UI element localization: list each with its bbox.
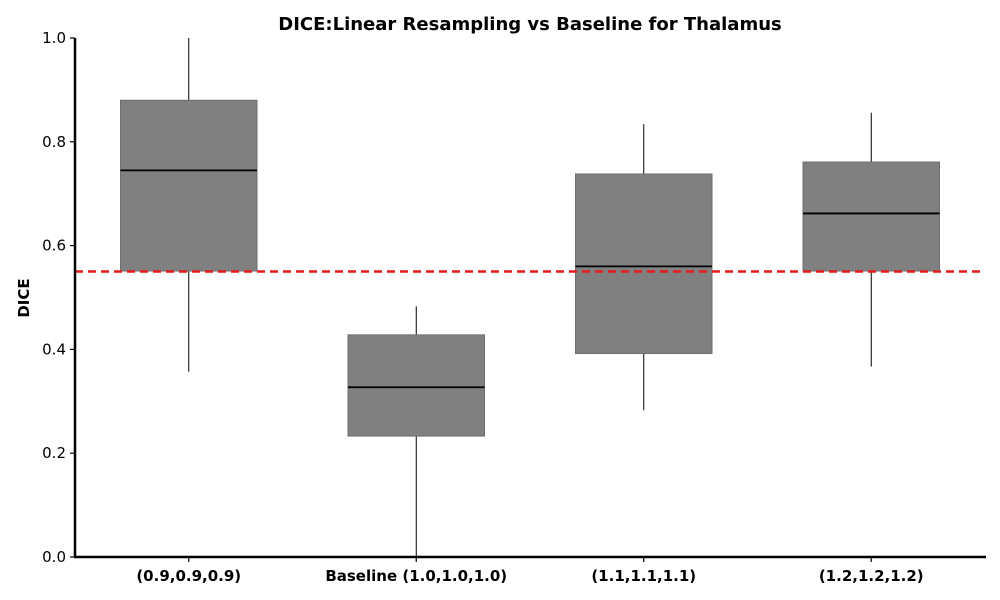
- x-tick-label: Baseline (1.0,1.0,1.0): [325, 567, 507, 585]
- box-iqr: [347, 334, 485, 437]
- box-iqr: [802, 161, 940, 272]
- x-tick-label: (0.9,0.9,0.9): [136, 567, 241, 585]
- chart-title: DICE:Linear Resampling vs Baseline for T…: [278, 14, 781, 35]
- y-tick-label: 1.0: [42, 29, 66, 47]
- x-tick-label: (1.2,1.2,1.2): [819, 567, 924, 585]
- y-tick-label: 0.8: [42, 133, 66, 151]
- box-iqr: [575, 173, 713, 355]
- y-tick-label: 0.0: [42, 548, 66, 566]
- y-axis-label: DICE: [15, 278, 33, 317]
- plot-area: 0.0 0.2 0.4 0.6 0.8 1.0 (0.9,0.9,0.9) Baseline …: [42, 29, 985, 585]
- x-tick-label: (1.1,1.1,1.1): [591, 567, 696, 585]
- y-tick-label: 0.6: [42, 237, 66, 255]
- box-iqr: [120, 99, 258, 272]
- y-tick-label: 0.2: [42, 444, 66, 462]
- y-tick-label: 0.4: [42, 340, 66, 358]
